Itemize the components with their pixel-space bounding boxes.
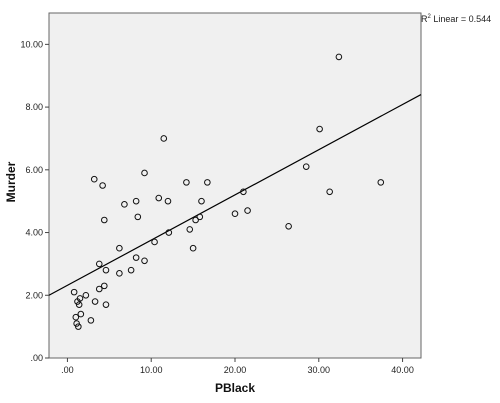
data-point bbox=[99, 182, 106, 189]
data-point bbox=[90, 175, 98, 183]
data-point bbox=[165, 229, 173, 236]
x-tick-label: 40.00 bbox=[391, 365, 414, 375]
data-point bbox=[183, 179, 190, 186]
data-point bbox=[204, 179, 211, 186]
data-point bbox=[302, 163, 310, 170]
data-point bbox=[77, 310, 85, 318]
r2-value: Linear = 0.544 bbox=[431, 14, 491, 24]
fit-line-layer bbox=[48, 94, 422, 296]
data-point bbox=[231, 210, 239, 218]
data-point bbox=[196, 213, 204, 221]
y-axis-ticks: .00 2.00 4.00 6.00 8.00 10.00 bbox=[20, 39, 49, 363]
data-point bbox=[164, 197, 172, 205]
data-point bbox=[244, 207, 251, 214]
fit-line bbox=[48, 94, 422, 296]
data-point bbox=[141, 257, 148, 265]
data-point bbox=[141, 169, 148, 177]
r2-prefix: R bbox=[421, 14, 428, 24]
data-point bbox=[87, 317, 95, 324]
data-point bbox=[132, 197, 140, 205]
data-point bbox=[240, 188, 247, 196]
data-point bbox=[75, 323, 82, 330]
y-tick-label: 8.00 bbox=[25, 102, 43, 112]
x-tick-label: 10.00 bbox=[140, 365, 163, 375]
data-point bbox=[100, 282, 108, 290]
y-tick-label: 10.00 bbox=[20, 39, 43, 49]
data-point bbox=[75, 301, 83, 308]
x-tick-label: .00 bbox=[61, 365, 74, 375]
data-point bbox=[160, 135, 168, 142]
data-point bbox=[285, 222, 292, 230]
data-point bbox=[116, 270, 123, 277]
data-point bbox=[102, 301, 110, 308]
y-tick-label: .00 bbox=[30, 353, 43, 363]
r2-annotation: R2 Linear = 0.544 bbox=[421, 14, 491, 24]
x-axis-title: PBlack bbox=[215, 381, 255, 395]
data-point bbox=[72, 313, 80, 321]
y-tick-label: 4.00 bbox=[25, 228, 43, 238]
y-axis-title: Murder bbox=[4, 161, 18, 202]
y-tick-label: 2.00 bbox=[25, 290, 43, 300]
data-point bbox=[151, 238, 158, 246]
data-point bbox=[95, 285, 103, 293]
data-point bbox=[121, 201, 128, 208]
data-point bbox=[335, 53, 343, 61]
data-point bbox=[134, 213, 142, 221]
data-point bbox=[116, 244, 123, 252]
data-point bbox=[377, 179, 385, 186]
y-tick-label: 6.00 bbox=[25, 165, 43, 175]
data-point bbox=[192, 216, 199, 224]
data-point bbox=[155, 194, 163, 202]
data-point bbox=[70, 288, 78, 296]
data-point bbox=[76, 295, 84, 302]
x-axis-ticks: .00 10.00 20.00 30.00 40.00 bbox=[61, 358, 414, 375]
data-point bbox=[186, 226, 194, 233]
r2-superscript: 2 bbox=[428, 14, 432, 20]
data-point bbox=[132, 254, 140, 261]
data-point bbox=[91, 298, 99, 305]
data-point bbox=[82, 291, 90, 299]
plot-area bbox=[48, 12, 422, 359]
data-point bbox=[100, 216, 108, 224]
data-point bbox=[102, 266, 110, 274]
data-points bbox=[70, 53, 385, 330]
data-point bbox=[326, 188, 333, 196]
data-point bbox=[189, 244, 197, 252]
x-tick-label: 20.00 bbox=[224, 365, 247, 375]
data-point bbox=[95, 260, 103, 268]
data-point bbox=[316, 125, 323, 133]
data-point bbox=[198, 197, 205, 205]
data-point bbox=[127, 266, 135, 274]
data-point bbox=[73, 320, 80, 327]
x-tick-label: 30.00 bbox=[308, 365, 331, 375]
